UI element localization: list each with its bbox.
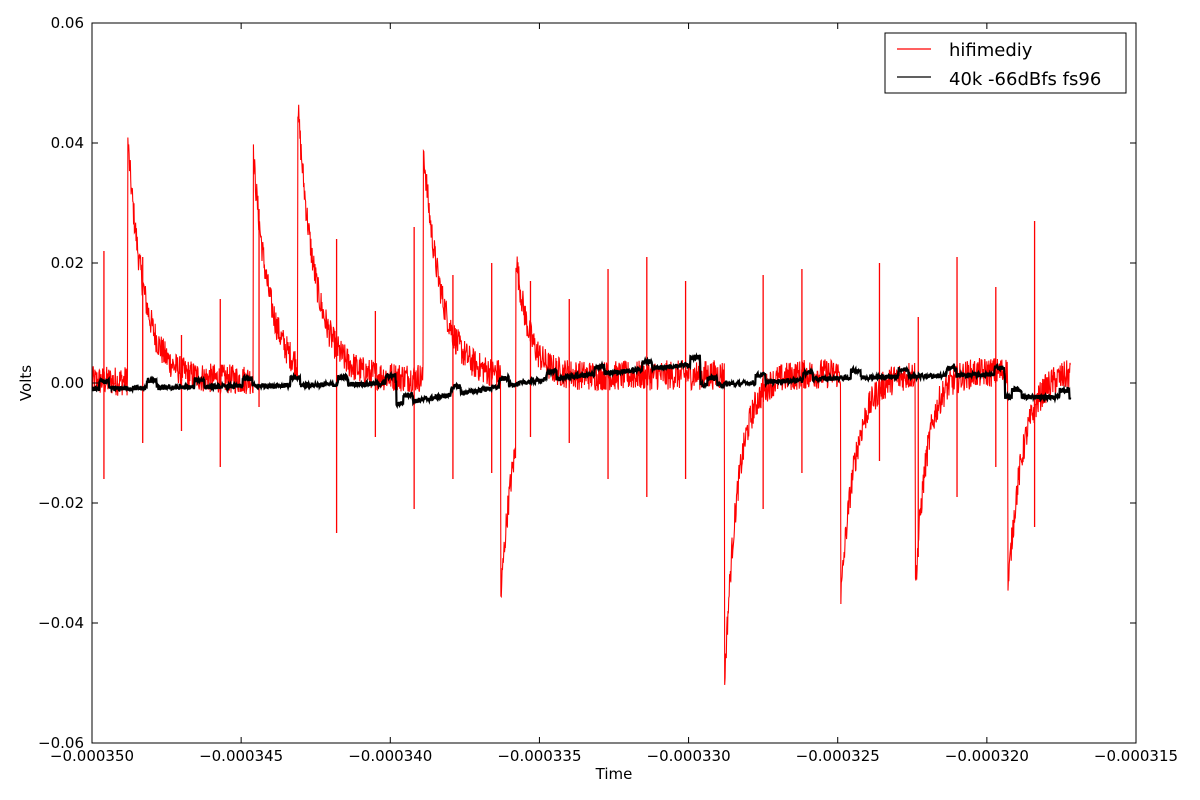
legend-label-hifimediy: hifimediy	[949, 40, 1033, 61]
x-tick-label: −0.000315	[1094, 747, 1178, 765]
x-tick-label: −0.000325	[796, 747, 880, 765]
x-tick-label: −0.000330	[647, 747, 731, 765]
x-tick-label: −0.000320	[945, 747, 1029, 765]
tick-layer: −0.000350 −0.000345 −0.000340 −0.000335 −0.0…	[38, 14, 1178, 765]
x-axis-label: Time	[595, 765, 633, 783]
x-tick-label: −0.000345	[199, 747, 283, 765]
x-tick-label: −0.000340	[348, 747, 432, 765]
y-tick-label: 0.02	[51, 254, 84, 272]
series-line-hifimediy	[92, 104, 1071, 685]
y-tick-label: −0.02	[38, 494, 84, 512]
series-layer	[92, 104, 1072, 685]
y-tick-label: −0.06	[38, 734, 84, 752]
y-tick-label: 0.04	[51, 134, 84, 152]
x-tick-label: −0.000350	[50, 747, 134, 765]
y-tick-label: −0.04	[38, 614, 84, 632]
y-tick-label: 0.00	[51, 374, 84, 392]
legend: hifimediy 40k -66dBfs fs96	[884, 32, 1127, 94]
y-axis-label: Volts	[17, 365, 35, 401]
y-tick-label: 0.06	[51, 14, 84, 32]
x-tick-label: −0.000335	[497, 747, 581, 765]
legend-box	[884, 32, 1127, 94]
legend-label-40k: 40k -66dBfs fs96	[949, 69, 1101, 90]
series-line-40k	[92, 352, 1072, 410]
